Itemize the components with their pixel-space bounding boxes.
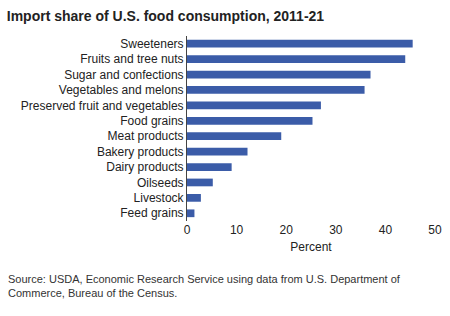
svg-text:Vegetables and melons: Vegetables and melons [59, 83, 184, 97]
svg-text:Feed grains: Feed grains [120, 206, 183, 220]
svg-text:Bakery products: Bakery products [97, 145, 184, 159]
svg-text:Source: USDA, Economic Researc: Source: USDA, Economic Research Service … [8, 273, 401, 299]
svg-text:Preserved fruit and vegetables: Preserved fruit and vegetables [21, 99, 184, 113]
svg-text:Oilseeds: Oilseeds [137, 176, 184, 190]
svg-text:Sweeteners: Sweeteners [120, 37, 183, 51]
svg-text:Meat products: Meat products [108, 129, 184, 143]
svg-text:Dairy products: Dairy products [106, 160, 183, 174]
svg-text:Import share of U.S. food cons: Import share of U.S. food consumption, 2… [7, 8, 325, 24]
svg-text:30: 30 [329, 223, 343, 237]
svg-text:Livestock: Livestock [134, 191, 185, 205]
svg-text:Food grains: Food grains [120, 114, 183, 128]
svg-text:50: 50 [428, 223, 442, 237]
svg-text:Sugar and confections: Sugar and confections [64, 68, 183, 82]
svg-text:10: 10 [230, 223, 244, 237]
svg-text:Percent: Percent [290, 240, 332, 254]
svg-text:0: 0 [184, 223, 191, 237]
svg-text:Fruits and tree nuts: Fruits and tree nuts [80, 52, 183, 66]
svg-text:20: 20 [280, 223, 294, 237]
svg-text:40: 40 [379, 223, 393, 237]
